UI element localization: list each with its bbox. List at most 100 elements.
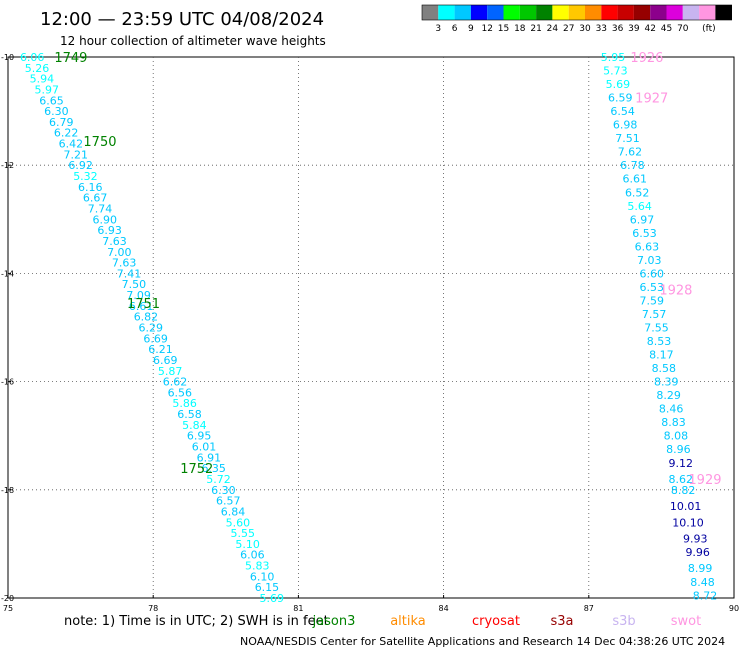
pass-time-label: 1750: [83, 135, 116, 150]
legend-swatch: [438, 5, 455, 20]
wave-height-point: 5.10: [235, 538, 260, 551]
y-axis-ticks: -10 -12 -14 -16 -18 -20: [1, 53, 14, 603]
x-tick-label: 90: [729, 604, 739, 613]
y-tick-label: -16: [1, 378, 14, 387]
legend-swatch: [699, 5, 716, 20]
wave-height-point: 7.21: [64, 148, 89, 161]
wave-height-point: 6.69: [143, 332, 168, 345]
wave-height-point: 5.97: [34, 83, 59, 96]
wave-height-point: 7.00: [107, 246, 132, 259]
wave-height-point: 8.58: [652, 362, 677, 375]
satellite-legend: jason3 altika cryosat s3a s3b swot: [312, 614, 702, 629]
pass-time-label: 1749: [54, 51, 87, 66]
wave-height-point: 6.53: [639, 281, 664, 294]
legend-tick-label: 30: [579, 24, 591, 34]
legend-swatch: [715, 5, 732, 20]
wave-height-point: 5.95: [601, 51, 626, 64]
wave-height-point: 9.96: [685, 546, 710, 559]
wave-height-point: 7.41: [117, 267, 142, 280]
wave-height-point: 7.74: [88, 202, 113, 215]
wave-height-point: 6.79: [49, 116, 74, 129]
legend-swatch: [487, 5, 504, 20]
legend-tick-label: 3: [435, 24, 441, 34]
wave-height-point: 6.97: [630, 213, 655, 226]
grid-lines: [8, 57, 734, 598]
wave-height-point: 6.69: [153, 354, 178, 367]
legend-swatch: [682, 5, 700, 20]
wave-height-point: 8.29: [656, 389, 681, 402]
wave-height-point: 7.50: [122, 278, 147, 291]
legend-swatch: [519, 5, 537, 20]
wave-height-point: 7.62: [618, 146, 643, 159]
legend-tick-label: 27: [563, 24, 574, 34]
wave-height-point: 6.56: [168, 386, 193, 399]
wave-height-point: 6.58: [177, 408, 202, 421]
pass-time-label: 1751: [127, 297, 160, 312]
pass-time-label: 1926: [630, 51, 663, 66]
wave-height-point: 5.55: [230, 527, 255, 540]
wave-height-point: 6.57: [216, 495, 241, 508]
satellite-label: altika: [390, 614, 426, 629]
y-tick-label: -20: [1, 594, 14, 603]
legend-tick-label: 12: [481, 24, 492, 34]
legend-swatch: [666, 5, 683, 20]
wave-height-point: 8.48: [690, 576, 715, 589]
wave-height-point: 6.30: [211, 484, 236, 497]
pass-time-label: 1927: [635, 92, 668, 107]
wave-height-point: 9.12: [669, 457, 694, 470]
wave-height-point: 6.92: [68, 159, 93, 172]
wave-height-point: 6.01: [192, 441, 217, 454]
y-tick-label: -18: [1, 486, 14, 495]
wave-height-point: 8.17: [649, 349, 674, 362]
legend-swatch: [470, 5, 488, 20]
legend-tick-label: 42: [644, 24, 655, 34]
pass-time-labels: 1749 1750 1751 1752 1926 1927 1928 1929: [54, 51, 721, 488]
y-tick-label: -14: [1, 269, 14, 278]
wave-height-point: 6.52: [625, 186, 650, 199]
plot-frame: [7, 56, 735, 599]
legend-swatch: [536, 5, 553, 20]
wave-height-point: 6.22: [54, 127, 79, 140]
wave-height-point: 8.72: [693, 589, 718, 602]
legend-swatch: [454, 5, 471, 20]
x-tick-label: 78: [148, 604, 158, 613]
legend-swatch: [601, 5, 618, 20]
legend-swatch: [568, 5, 585, 20]
wave-height-point: 6.30: [44, 105, 69, 118]
wave-height-point: 6.90: [93, 213, 118, 226]
wave-height-points: 6.065.265.945.976.656.306.796.226.427.21…: [20, 51, 717, 605]
wave-height-point: 6.98: [613, 119, 638, 132]
legend-swatch: [422, 5, 439, 20]
legend-swatch: [503, 5, 520, 20]
legend-tick-label: 15: [498, 24, 509, 34]
wave-height-point: 5.69: [606, 78, 631, 91]
legend-tick-label: 18: [514, 24, 526, 34]
wave-height-point: 5.94: [30, 73, 55, 86]
y-tick-label: -12: [1, 161, 14, 170]
wave-height-point: 6.29: [139, 322, 164, 335]
legend-tick-label: 45: [661, 24, 672, 34]
wave-height-point: 6.54: [610, 105, 635, 118]
wave-height-point: 8.39: [654, 376, 679, 389]
legend-tick-label: 6: [452, 24, 458, 34]
wave-height-point: 6.16: [78, 181, 103, 194]
color-legend: 3 6 9 12 15 18 21 24 27 30 33 36 39 42 45 70 (ft): [421, 4, 733, 34]
legend-swatch: [585, 5, 602, 20]
legend-swatch: [650, 5, 667, 20]
chart-subtitle: 12 hour collection of altimeter wave hei…: [60, 34, 326, 48]
wave-height-point: 6.63: [635, 240, 660, 253]
wave-height-point: 10.01: [670, 500, 702, 513]
x-axis-ticks: 75 78 81 84 87 90: [3, 595, 739, 613]
x-tick-label: 75: [3, 604, 13, 613]
pass-time-label: 1929: [688, 473, 721, 488]
wave-height-point: 7.57: [642, 308, 667, 321]
wave-height-point: 8.53: [647, 335, 672, 348]
wave-height-point: 6.84: [221, 505, 246, 518]
legend-unit: (ft): [702, 24, 716, 34]
legend-swatch: [633, 5, 651, 20]
legend-tick-label: 33: [596, 24, 607, 34]
wave-height-point: 6.82: [134, 311, 159, 324]
wave-height-point: 5.83: [245, 560, 270, 573]
wave-height-point: 7.63: [112, 257, 137, 270]
satellite-label: cryosat: [472, 614, 520, 629]
